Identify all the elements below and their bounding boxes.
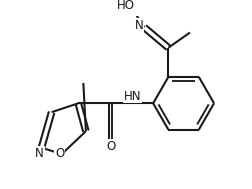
Text: O: O <box>106 140 115 153</box>
Text: HN: HN <box>123 90 141 103</box>
Text: HO: HO <box>116 0 134 12</box>
Text: N: N <box>35 147 44 160</box>
Text: N: N <box>134 19 143 32</box>
Text: O: O <box>55 147 64 160</box>
